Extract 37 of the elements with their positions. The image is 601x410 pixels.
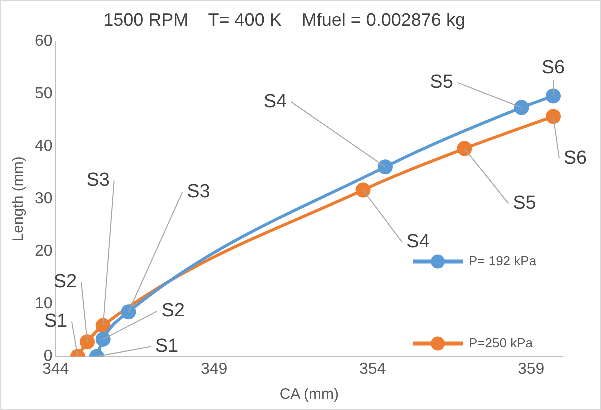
annotation: S1 [155, 336, 179, 358]
point [546, 88, 561, 104]
point [457, 141, 472, 156]
x-tick-label: 359 [518, 360, 545, 378]
annotation: S2 [54, 271, 78, 292]
x-tick-label: 344 [42, 360, 70, 378]
annotation: S3 [187, 181, 210, 202]
y-tick-label: 60 [35, 33, 53, 50]
y-axis-title: Length (mm) [10, 156, 28, 242]
y-tick-label: 10 [35, 296, 53, 313]
annotation: S5 [513, 193, 536, 214]
y-tick-label: 30 [35, 190, 53, 208]
point [121, 304, 136, 320]
point [96, 332, 111, 347]
legend-label: P=250 kPa [469, 335, 534, 350]
legend-label: P= 192 kPa [469, 253, 538, 268]
point [80, 334, 95, 350]
point [96, 318, 111, 334]
x-tick-label: 349 [200, 360, 228, 378]
y-tick-label: 20 [35, 243, 53, 260]
y-tick-label: 40 [35, 138, 53, 156]
annotation: S4 [264, 91, 288, 112]
x-axis-title: CA (mm) [280, 386, 339, 404]
x-tick-label: 354 [359, 360, 386, 378]
annotation: S6 [564, 148, 588, 169]
point [378, 160, 393, 175]
annotation: S1 [44, 311, 68, 332]
point [546, 109, 561, 124]
point [356, 182, 371, 198]
annotation: S4 [406, 232, 430, 253]
point [514, 100, 530, 116]
annotation: S2 [162, 300, 185, 322]
chart-title: 1500 RPM T= 400 K Mfuel = 0.002876 kg [104, 10, 466, 30]
annotation: S3 [86, 170, 110, 192]
annotation: S6 [542, 57, 566, 78]
annotation: S5 [430, 72, 454, 94]
y-tick-label: 50 [35, 86, 53, 103]
